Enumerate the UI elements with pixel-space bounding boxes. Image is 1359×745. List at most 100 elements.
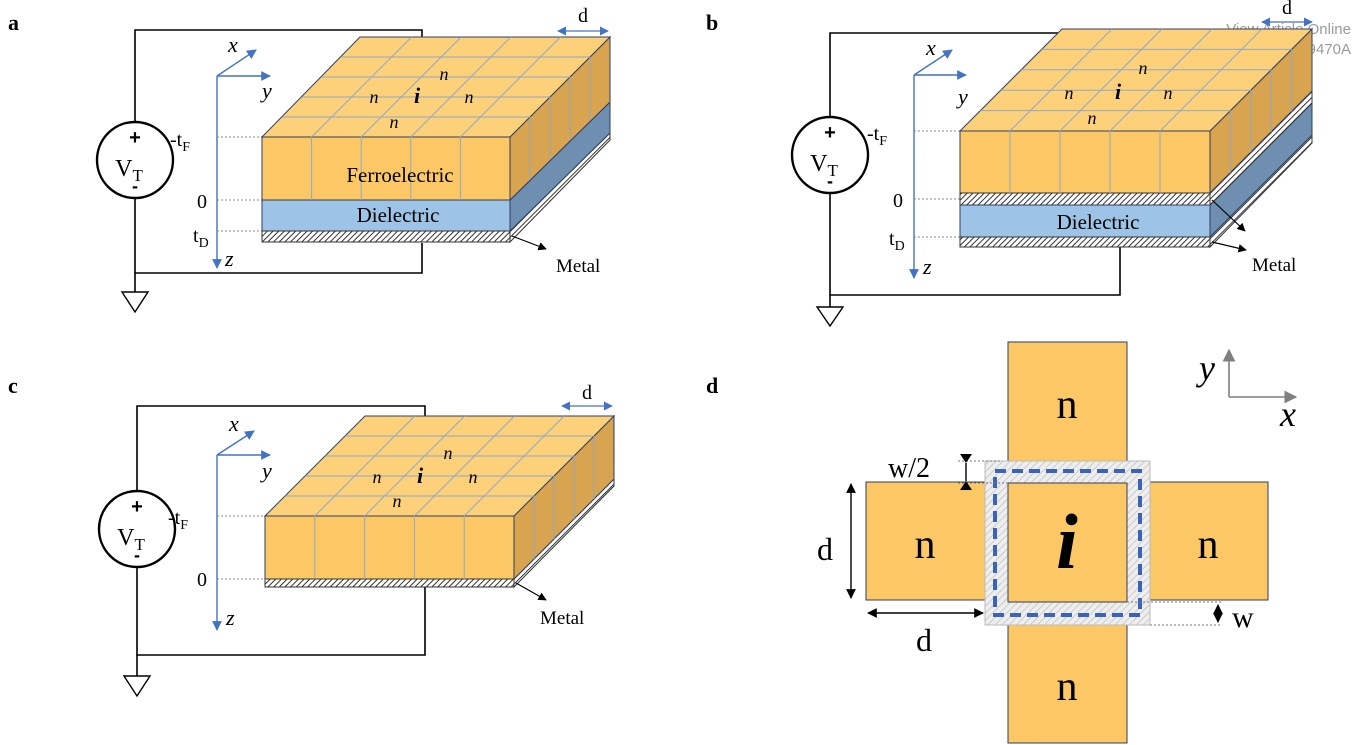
panel-c-letter: c <box>8 373 18 398</box>
panel-b-letter: b <box>706 10 718 35</box>
panel-a-cell-n-bottom: n <box>390 112 399 132</box>
panel-d-cell-bottom <box>1007 623 1128 744</box>
panel-b-metal-front <box>959 236 1211 248</box>
panel-a-axis-z-label: z <box>224 246 234 271</box>
panel-b-axis-y-label: y <box>956 84 968 109</box>
panel-a-metal-arrow <box>511 235 547 251</box>
panel-d-letter: d <box>706 373 718 398</box>
panel-b-source-plus: + <box>824 122 836 144</box>
panel-b-axis-x-label: x <box>925 35 936 60</box>
panel-d-axis-y-label: y <box>1196 348 1215 388</box>
panel-b-metal-arrow-2 <box>1211 241 1247 253</box>
panel-c-metal-label: Metal <box>540 608 584 629</box>
panel-c-metal-arrow <box>515 582 547 601</box>
panel-b-level-td-sub: D <box>895 239 905 254</box>
panel-d-cell-top-label: n <box>1057 382 1078 428</box>
panel-b-ground-icon <box>815 295 845 328</box>
panel-d-cell-center-label: i <box>1056 498 1078 585</box>
panel-c-cell-n-bottom: n <box>393 491 402 511</box>
panel-c-grid <box>285 415 595 579</box>
panel-a-ground-wire <box>134 198 423 274</box>
panel-a-level-td: t <box>193 225 199 247</box>
panel-c-cell-n-right: n <box>469 467 478 487</box>
panel-b-cell-center: i <box>1115 79 1122 104</box>
panel-d-cell-left-label: n <box>915 522 936 568</box>
panel-c-dim-d: d <box>582 382 592 404</box>
panel-b-interlayer-front <box>959 192 1211 206</box>
panel-c-voltage-source: + VT - <box>97 489 177 569</box>
panel-a-axis-x <box>216 49 257 77</box>
panel-c-axis-x <box>216 430 255 456</box>
panel-a-cell-center: i <box>414 83 421 108</box>
panel-b-grid <box>980 28 1293 193</box>
svg-text:tD: tD <box>193 225 209 251</box>
panel-c-source-sub: T <box>134 535 145 554</box>
panel-c-ground-icon <box>122 655 152 698</box>
panel-d-dim-d-horizontal: d <box>916 622 932 658</box>
panel-a-source-plus: + <box>129 127 141 149</box>
panel-b-dim-d: d <box>1282 0 1292 19</box>
svg-text:VT: VT <box>115 156 143 185</box>
svg-text:tD: tD <box>889 228 905 254</box>
panel-a-grid <box>282 36 591 200</box>
panel-a-dielectric-front <box>261 199 511 232</box>
panel-d-cell-right-label: n <box>1198 522 1219 568</box>
panel-a-metal-label: Metal <box>556 256 600 277</box>
panel-c-axis-y-label: y <box>260 458 272 483</box>
panel-b-cell-n-right: n <box>1164 83 1173 103</box>
panel-a-dim-d: d <box>578 5 588 27</box>
panel-b-source-sub: T <box>827 161 838 180</box>
panel-d-cell-bottom-label: n <box>1057 664 1078 710</box>
panel-b-level-tf-sub: F <box>879 134 887 149</box>
panel-b-layer-de: Dielectric <box>1057 210 1140 234</box>
panel-c-ferroelectric-front <box>264 515 515 580</box>
panel-c-cell-n-top: n <box>444 443 453 463</box>
panel-c: c + VT - x y z -tF 0 <box>8 373 616 698</box>
panel-d-cell-left <box>865 481 986 601</box>
panel-c-source-label: V <box>117 525 135 551</box>
panel-a-cell-n-top: n <box>440 64 449 84</box>
panel-b-metal-label: Metal <box>1252 255 1296 276</box>
panel-a-layer-fe: Ferroelectric <box>346 163 453 187</box>
panel-a-cell-n-right: n <box>465 87 474 107</box>
panel-b-source-label: V <box>810 151 828 177</box>
panel-c-ground-wire <box>136 567 426 656</box>
panel-b-axis-x <box>913 49 953 76</box>
panel-c-axis-x-label: x <box>228 411 239 436</box>
panel-d-cell-right <box>1148 481 1269 601</box>
panel-a-source-sub: T <box>132 166 143 185</box>
panel-b-level-td: t <box>889 228 895 250</box>
panel-a-metal-front <box>261 230 511 243</box>
panel-b-ground-wire <box>829 193 1121 296</box>
svg-text:-tF: -tF <box>170 129 190 155</box>
panel-a-cell-n-left: n <box>370 87 379 107</box>
panel-b-ferroelectric-front <box>959 130 1211 194</box>
panel-b-cell-n-left: n <box>1065 83 1074 103</box>
panel-d-cell-top <box>1007 341 1128 463</box>
panel-b-dielectric-front <box>959 204 1211 238</box>
panel-a-voltage-source: + VT - <box>95 120 175 200</box>
panel-b-level-tf: -t <box>867 123 880 145</box>
panel-d-dim-w: w <box>1232 601 1254 634</box>
panel-a-layer-de: Dielectric <box>357 203 440 227</box>
panel-d-axis-x-label: x <box>1279 394 1296 434</box>
panel-c-cell-center: i <box>417 463 424 488</box>
panel-b: b + VT - x y z -tF 0 tD <box>706 0 1314 328</box>
panel-a-level-td-sub: D <box>199 236 209 251</box>
panel-d-cell-center <box>1007 482 1128 603</box>
panel-c-cell-n-left: n <box>373 467 382 487</box>
panel-a-source-label: V <box>115 156 133 182</box>
panel-a: a + VT - x y z -tF 0 tD <box>8 5 612 314</box>
panel-c-level-tf-sub: F <box>180 518 188 533</box>
svg-text:VT: VT <box>810 151 838 180</box>
panel-c-metal-front <box>264 578 515 588</box>
panel-b-cell-n-bottom: n <box>1088 108 1097 128</box>
svg-text:-tF: -tF <box>168 507 188 533</box>
panel-b-level-zero: 0 <box>893 190 903 212</box>
panel-a-level-tf: -t <box>170 129 183 151</box>
panel-a-letter: a <box>8 10 19 35</box>
svg-text:-tF: -tF <box>867 123 887 149</box>
panel-c-axis-z-label: z <box>225 605 235 630</box>
panel-a-ground-icon <box>120 273 150 314</box>
